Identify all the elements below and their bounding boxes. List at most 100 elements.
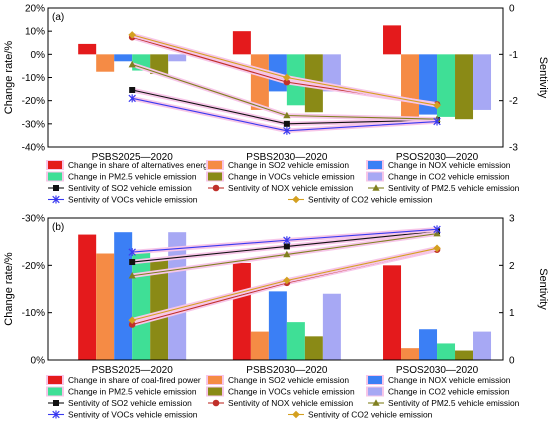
- bar-4-1: [304, 336, 323, 360]
- category-label: PSBS2025—2020: [92, 152, 174, 163]
- bar-2-0: [114, 232, 133, 360]
- bar-0-0: [78, 234, 97, 360]
- legend-marker: [372, 399, 380, 406]
- chart-panel-a: -40% -30% -20% -10% 0% 10% 20% -3 -2 -1 0 (a) Change…: [3, 4, 549, 205]
- line-point-3-2: [433, 225, 441, 234]
- category-label: PSBS2030—2020: [246, 152, 328, 163]
- legend-marker: [53, 185, 59, 191]
- line-point-0-1: [283, 243, 290, 250]
- legend-marker: [52, 195, 60, 204]
- y-axis-title: Change rate/%: [3, 252, 15, 326]
- bar-2-2: [419, 329, 438, 360]
- line-point-3-1: [283, 236, 291, 245]
- right-tick-label: -3: [509, 143, 518, 154]
- y2-axis-title: Sentivity: [537, 57, 549, 99]
- right-tick-label: 3: [509, 214, 515, 225]
- bar-1-1: [250, 331, 269, 360]
- panel-label: (b): [52, 222, 64, 233]
- legend-label: Change in SO2 vehicle emission: [228, 160, 349, 170]
- legend-marker: [53, 400, 59, 406]
- right-tick-label: 0: [509, 356, 515, 367]
- line-point-1-0: [128, 321, 136, 328]
- legend-marker: [292, 410, 300, 419]
- line-point-2-1: [283, 111, 291, 119]
- legend-swatch: [208, 376, 222, 384]
- legend-label: Change in PM2.5 vehicle emission: [68, 172, 197, 182]
- left-tick-label: 20%: [25, 4, 45, 15]
- legend-label: Change in CO2 vehicle emission: [388, 172, 510, 182]
- bar-0-2: [383, 265, 402, 360]
- bar-5-1: [322, 293, 341, 360]
- legend-label: Change in PM2.5 vehicle emission: [68, 387, 197, 397]
- left-tick-label: -10%: [22, 308, 45, 319]
- bar-1-2: [401, 348, 420, 360]
- y2-axis-title: Sentivity: [537, 268, 549, 310]
- bar-5-2: [473, 54, 492, 110]
- legend-swatch: [48, 387, 62, 396]
- legend: Change in share of coal-fired power Chang…: [46, 375, 520, 420]
- line-point-0-0: [129, 87, 136, 94]
- legend-swatch: [48, 161, 62, 169]
- legend-swatch: [48, 376, 62, 384]
- bar-1-0: [96, 54, 115, 72]
- left-tick-label: -20%: [22, 261, 45, 272]
- left-tick-label: 0%: [31, 356, 46, 367]
- left-tick-label: 10%: [25, 27, 45, 38]
- legend-label: Sentivity of CO2 vehicle emission: [308, 195, 433, 205]
- left-tick-label: 0%: [31, 50, 46, 61]
- legend-swatch: [208, 387, 222, 396]
- right-tick-label: 1: [509, 308, 515, 319]
- legend-label: Sentivity of SO2 vehicle emission: [68, 398, 192, 408]
- category-label: PSBS2025—2020: [92, 365, 174, 376]
- legend-marker: [372, 184, 380, 191]
- bar-2-1: [268, 291, 287, 360]
- category-label: PSOS2030—2020: [396, 365, 479, 376]
- legend-marker: [52, 410, 60, 419]
- legend-label: Change in NOX vehicle emission: [388, 160, 511, 170]
- left-tick-label: -30%: [22, 119, 45, 130]
- legend-label: Sentivity of VOCs vehicle emission: [68, 195, 198, 205]
- bar-5-1: [322, 54, 341, 92]
- category-label: PSOS2030—2020: [396, 152, 479, 163]
- line-point-4-0: [128, 31, 136, 39]
- bar-4-2: [455, 350, 474, 360]
- left-tick-label: -10%: [22, 73, 45, 84]
- legend-label: Sentivity of NOX vehicle emission: [228, 183, 354, 193]
- right-tick-label: 2: [509, 261, 515, 272]
- left-tick-label: -40%: [22, 143, 45, 154]
- legend-label: Sentivity of CO2 vehicle emission: [308, 410, 433, 420]
- bar-5-2: [473, 331, 492, 360]
- legend-label: Change in NOX vehicle emission: [388, 375, 511, 385]
- line-point-1-1: [283, 78, 291, 86]
- line-point-2-0: [128, 60, 136, 68]
- legend-swatch: [368, 376, 382, 384]
- category-label: PSBS2030—2020: [246, 365, 328, 376]
- chart-panel-b: 0% -10% -20% -30% 0 1 2 3 (b) Change rate/% Sentiv…: [3, 214, 549, 420]
- bar-4-0: [150, 258, 169, 360]
- legend-swatch: [208, 172, 222, 181]
- legend-label: Change in VOCs vehicle emission: [228, 387, 355, 397]
- line-point-4-1: [283, 276, 291, 285]
- bar-3-1: [286, 322, 305, 360]
- bar-1-0: [96, 253, 115, 360]
- line-point-0-1: [283, 120, 290, 127]
- bar-3-2: [437, 343, 456, 360]
- y-axis-title: Change rate/%: [3, 41, 15, 115]
- bar-1-2: [401, 54, 420, 120]
- legend-swatch: [368, 387, 382, 396]
- bar-3-2: [437, 54, 456, 117]
- bar-2-2: [419, 54, 438, 115]
- legend-marker: [212, 184, 220, 192]
- left-tick-label: -20%: [22, 96, 45, 107]
- bar-5-0: [168, 54, 187, 62]
- right-tick-label: -2: [509, 96, 518, 107]
- right-tick-label: -1: [509, 50, 518, 61]
- bar-0-0: [78, 43, 97, 55]
- plot-frame: [47, 217, 504, 361]
- legend-label: Change in share of coal-fired power: [68, 375, 201, 385]
- bar-0-1: [232, 262, 251, 360]
- bar-2-0: [114, 54, 133, 62]
- bar-5-0: [168, 232, 187, 360]
- legend-swatch: [368, 161, 382, 169]
